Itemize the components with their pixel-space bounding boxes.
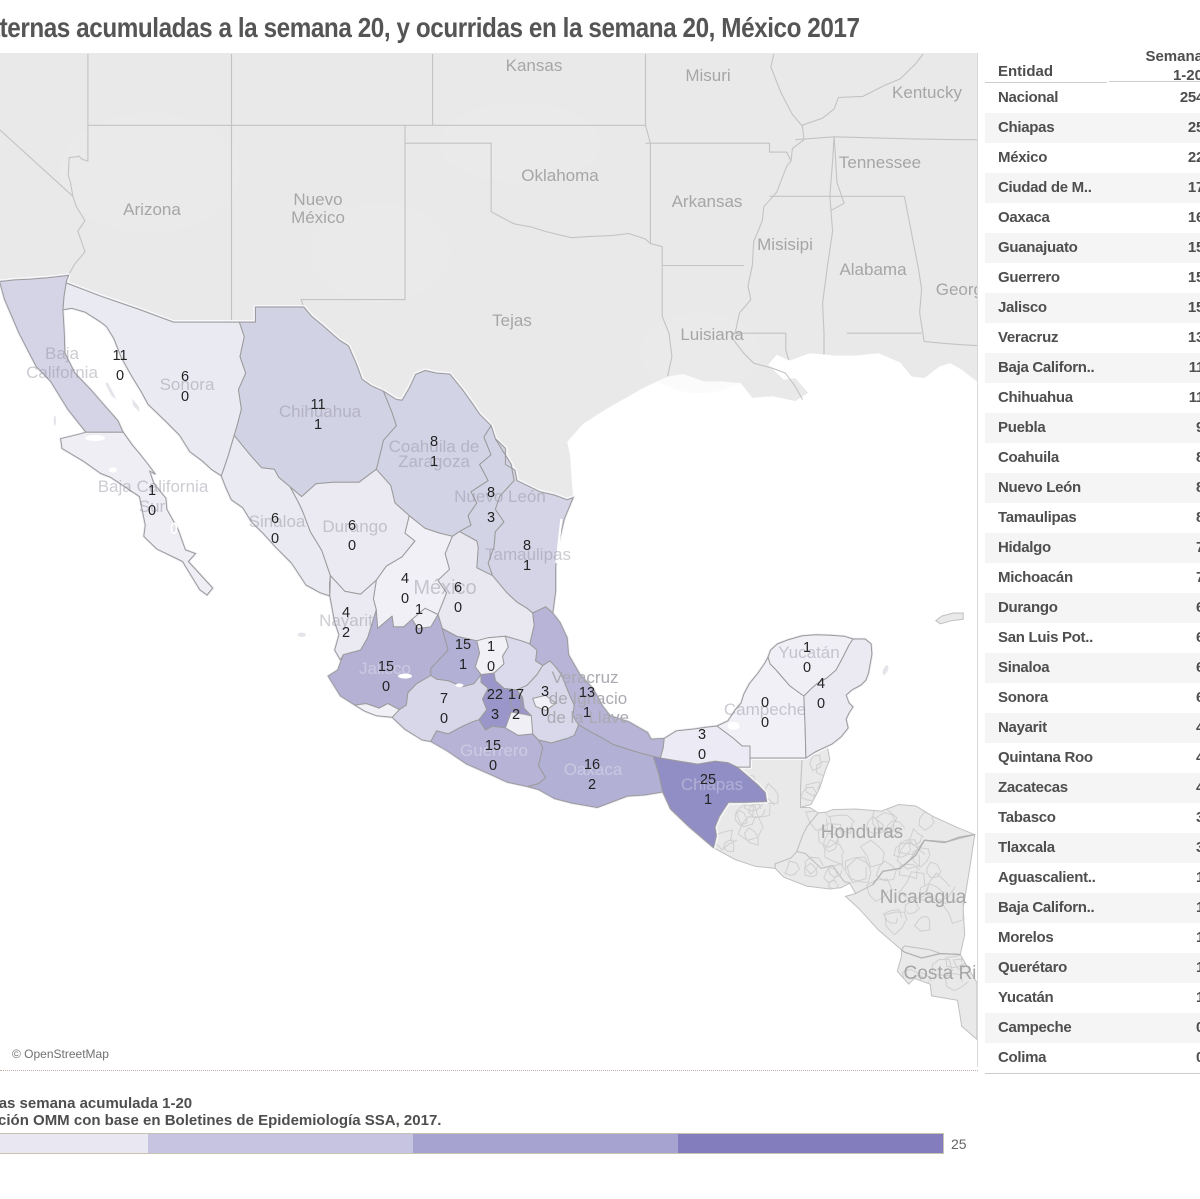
svg-text:2: 2 xyxy=(342,625,350,641)
svg-text:0: 0 xyxy=(541,704,549,720)
svg-text:Baja: Baja xyxy=(45,344,80,363)
svg-text:México: México xyxy=(413,577,476,599)
svg-text:Sonora: Sonora xyxy=(160,375,215,394)
svg-text:México: México xyxy=(291,208,345,227)
svg-text:Chihuahua: Chihuahua xyxy=(279,402,362,421)
svg-text:Oaxaca: Oaxaca xyxy=(564,760,623,779)
svg-text:Baja California: Baja California xyxy=(98,477,209,496)
svg-text:25: 25 xyxy=(700,772,716,788)
svg-text:6: 6 xyxy=(454,580,462,596)
svg-text:17: 17 xyxy=(508,687,524,703)
svg-text:0: 0 xyxy=(116,368,124,384)
svg-text:8: 8 xyxy=(487,485,495,501)
svg-text:de la Llave: de la Llave xyxy=(547,708,629,727)
svg-text:Sinaloa: Sinaloa xyxy=(249,512,306,531)
svg-text:8: 8 xyxy=(523,538,531,554)
svg-text:Tejas: Tejas xyxy=(492,311,532,330)
svg-text:Oklahoma: Oklahoma xyxy=(521,166,599,185)
svg-text:15: 15 xyxy=(378,659,394,675)
svg-text:1: 1 xyxy=(704,792,712,808)
svg-text:Tamaulipas: Tamaulipas xyxy=(485,545,571,564)
svg-text:0: 0 xyxy=(698,747,706,763)
svg-text:Tennessee: Tennessee xyxy=(839,153,921,172)
svg-text:7: 7 xyxy=(440,691,448,707)
svg-text:11: 11 xyxy=(310,397,325,413)
svg-text:Luisiana: Luisiana xyxy=(680,325,744,344)
svg-text:Honduras: Honduras xyxy=(821,822,903,843)
svg-text:Alabama: Alabama xyxy=(839,260,907,279)
svg-text:Misisipi: Misisipi xyxy=(757,235,813,254)
svg-text:1: 1 xyxy=(583,705,591,721)
svg-text:22: 22 xyxy=(487,687,503,703)
svg-text:Kansas: Kansas xyxy=(506,56,563,75)
svg-text:Sur: Sur xyxy=(139,497,166,516)
svg-text:Coahuila de: Coahuila de xyxy=(389,437,480,456)
svg-text:1: 1 xyxy=(487,639,495,655)
svg-text:6: 6 xyxy=(181,369,189,385)
svg-text:2: 2 xyxy=(512,707,520,723)
svg-text:8: 8 xyxy=(430,434,438,450)
svg-text:4: 4 xyxy=(817,676,825,692)
svg-text:Nayarit: Nayarit xyxy=(319,611,373,630)
svg-text:1: 1 xyxy=(459,657,467,673)
svg-text:Nuevo: Nuevo xyxy=(293,190,342,209)
svg-text:Georgia: Georgia xyxy=(936,280,977,299)
svg-text:0: 0 xyxy=(440,711,448,727)
svg-text:4: 4 xyxy=(401,571,409,587)
svg-text:3: 3 xyxy=(487,510,495,526)
svg-text:1: 1 xyxy=(803,640,811,656)
svg-text:Durango: Durango xyxy=(322,517,387,536)
svg-text:15: 15 xyxy=(455,637,471,653)
svg-text:6: 6 xyxy=(271,511,279,527)
svg-text:0: 0 xyxy=(454,600,462,616)
svg-text:0: 0 xyxy=(181,389,189,405)
svg-text:0: 0 xyxy=(487,659,495,675)
svg-text:11: 11 xyxy=(112,348,127,364)
svg-text:13: 13 xyxy=(579,685,595,701)
svg-text:0: 0 xyxy=(382,679,390,695)
svg-text:1: 1 xyxy=(314,417,322,433)
svg-text:0: 0 xyxy=(148,503,156,519)
svg-text:0: 0 xyxy=(415,622,423,638)
svg-text:15: 15 xyxy=(485,738,501,754)
svg-text:Jalisco: Jalisco xyxy=(359,659,411,678)
svg-text:1: 1 xyxy=(415,602,423,618)
svg-text:0: 0 xyxy=(401,591,409,607)
svg-text:1: 1 xyxy=(430,454,438,470)
svg-text:Kentucky: Kentucky xyxy=(892,83,962,102)
svg-text:3: 3 xyxy=(698,727,706,743)
svg-text:Yucatán: Yucatán xyxy=(778,643,839,662)
svg-text:1: 1 xyxy=(523,558,531,574)
svg-text:Arizona: Arizona xyxy=(123,200,181,219)
svg-text:Chiapas: Chiapas xyxy=(681,775,743,794)
svg-text:2: 2 xyxy=(588,777,596,793)
svg-text:Costa Rica: Costa Rica xyxy=(904,963,977,984)
svg-text:16: 16 xyxy=(584,757,600,773)
svg-text:0: 0 xyxy=(761,695,769,711)
svg-text:Misuri: Misuri xyxy=(685,66,730,85)
svg-text:Nuevo León: Nuevo León xyxy=(454,487,546,506)
svg-text:Guerrero: Guerrero xyxy=(460,741,528,760)
svg-text:4: 4 xyxy=(342,605,350,621)
svg-text:0: 0 xyxy=(761,715,769,731)
svg-text:de Ignacio: de Ignacio xyxy=(549,689,627,708)
svg-text:0: 0 xyxy=(348,538,356,554)
svg-text:Arkansas: Arkansas xyxy=(672,192,743,211)
svg-text:Veracruz: Veracruz xyxy=(551,668,618,687)
svg-text:3: 3 xyxy=(541,684,549,700)
svg-text:0: 0 xyxy=(817,696,825,712)
svg-text:Campeche: Campeche xyxy=(724,700,806,719)
svg-text:1: 1 xyxy=(148,483,156,499)
svg-text:Zaragoza: Zaragoza xyxy=(398,452,470,471)
svg-text:Nicaragua: Nicaragua xyxy=(880,887,967,908)
svg-text:0: 0 xyxy=(489,758,497,774)
svg-text:3: 3 xyxy=(491,707,499,723)
svg-text:6: 6 xyxy=(348,518,356,534)
svg-text:0: 0 xyxy=(271,531,279,547)
svg-text:0: 0 xyxy=(803,660,811,676)
svg-text:California: California xyxy=(26,363,98,382)
